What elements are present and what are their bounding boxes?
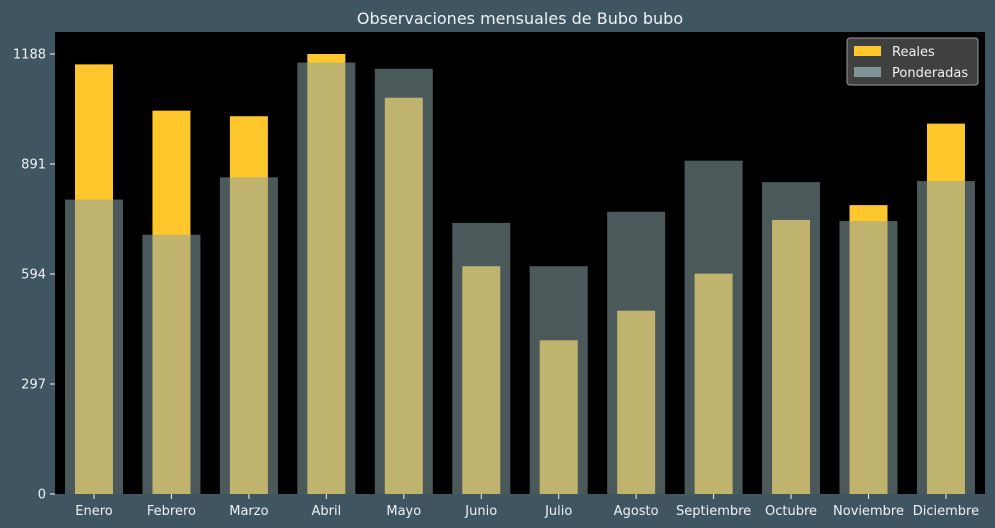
legend-swatch — [854, 67, 881, 77]
x-tick-label: Mayo — [386, 504, 421, 519]
x-tick-label: Marzo — [229, 504, 268, 519]
legend-label: Reales — [892, 45, 935, 60]
chart-title: Observaciones mensuales de Bubo bubo — [357, 9, 683, 28]
y-tick-label: 297 — [21, 378, 46, 393]
bar-ponderadas-marzo — [219, 177, 278, 495]
x-tick-label: Abril — [311, 504, 341, 519]
bar-ponderadas-junio — [452, 222, 511, 494]
bar-ponderadas-enero — [65, 199, 123, 495]
plot-area — [55, 32, 985, 494]
x-tick-label: Septiembre — [676, 504, 751, 519]
y-axis: 0 297 594 891 1188 — [13, 48, 55, 503]
bar-ponderadas-julio — [529, 266, 588, 494]
x-tick-label: Enero — [75, 504, 113, 519]
y-tick-label: 594 — [21, 268, 46, 283]
x-tick-label: Octubre — [765, 504, 817, 519]
bar-ponderadas-diciembre — [916, 181, 975, 494]
x-axis: Enero Febrero Marzo Abril Mayo Junio Julio Agos… — [75, 494, 979, 519]
bar-ponderadas-octubre — [762, 182, 821, 495]
bar-ponderadas-agosto — [607, 211, 666, 494]
ponderadas-series — [65, 62, 975, 495]
y-tick-label: 891 — [21, 158, 46, 173]
bar-ponderadas-mayo — [374, 68, 433, 494]
x-tick-label: Febrero — [147, 504, 196, 519]
x-tick-label: Julio — [544, 504, 572, 519]
x-tick-label: Junio — [464, 504, 497, 519]
bar-ponderadas-febrero — [142, 234, 201, 495]
y-tick-label: 0 — [38, 488, 46, 503]
bar-ponderadas-abril — [297, 62, 356, 494]
bar-ponderadas-noviembre — [839, 221, 898, 494]
legend-swatch — [854, 46, 881, 56]
x-tick-label: Agosto — [614, 504, 659, 519]
bar-ponderadas-septiembre — [684, 160, 743, 494]
x-tick-label: Diciembre — [913, 504, 979, 519]
y-tick-label: 1188 — [13, 48, 46, 63]
legend-label: Ponderadas — [892, 66, 968, 81]
x-tick-label: Noviembre — [833, 504, 904, 519]
legend: Reales Ponderadas — [846, 37, 979, 86]
